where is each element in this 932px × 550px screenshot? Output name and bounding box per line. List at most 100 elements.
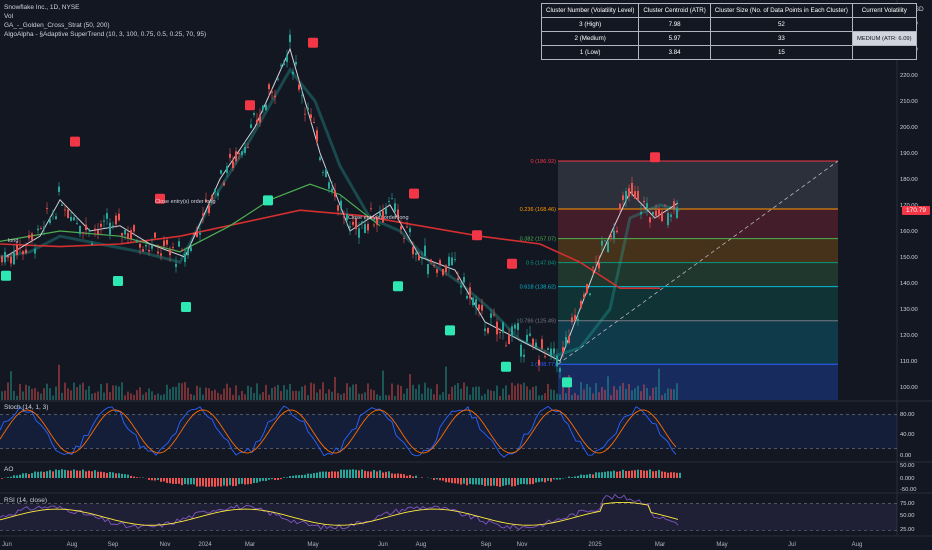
volume-bar	[295, 390, 297, 400]
candle-body	[1, 256, 3, 263]
stoch-axis-tick: 40.00	[900, 432, 915, 438]
ao-bar	[106, 472, 108, 478]
last-price-tag: 170.79	[902, 206, 930, 215]
volume-bar	[178, 382, 180, 400]
ao-bar	[295, 475, 297, 478]
ao-bar	[73, 469, 75, 478]
candle-body	[202, 213, 204, 216]
ao-bar	[64, 469, 66, 478]
ao-bar	[328, 471, 330, 478]
candle-body	[466, 296, 468, 299]
ao-bar	[283, 477, 285, 478]
ao-bar	[343, 469, 345, 478]
ao-bar	[193, 478, 195, 485]
volume-bar	[385, 395, 387, 400]
ao-bar	[415, 475, 417, 478]
volume-bar	[73, 382, 75, 400]
candle-body	[586, 284, 588, 294]
ao-bar	[40, 471, 42, 478]
volume-bar	[283, 385, 285, 400]
stoch-k-line	[0, 405, 677, 458]
volume-bar	[229, 387, 231, 400]
ao-bar	[382, 472, 384, 478]
volume-bar	[505, 385, 507, 400]
candle-body	[646, 203, 648, 209]
strategy-label: GA_-_Golden_Cross_Strat (50, 200)	[4, 22, 110, 29]
ao-bar	[421, 477, 423, 478]
ao-bar	[625, 470, 627, 478]
volume-bar	[223, 388, 225, 400]
volume-bar	[628, 383, 630, 400]
candle-body	[40, 227, 42, 229]
ao-bar	[292, 475, 294, 478]
candle-body	[205, 199, 207, 203]
volume-bar	[190, 393, 192, 400]
volume-bar	[85, 389, 87, 400]
volume-bar	[637, 385, 639, 400]
ao-bar	[349, 469, 351, 478]
candle-body	[601, 240, 603, 246]
candle-body	[139, 243, 141, 248]
volume-bar	[388, 395, 390, 400]
fib-zone	[558, 320, 838, 365]
volume-bar	[487, 389, 489, 400]
volume-bar	[79, 384, 81, 400]
ao-bar	[310, 473, 312, 478]
volume-bar	[619, 385, 621, 400]
candle-body	[373, 224, 375, 226]
volume-bar	[46, 383, 48, 400]
ao-bar	[232, 478, 234, 487]
volume-bar	[511, 382, 513, 400]
buy-signal-marker	[562, 377, 572, 388]
cluster-header-row: Cluster Number (Volatility Level) Cluste…	[540, 3, 917, 18]
candle-body	[301, 95, 303, 97]
ao-bar	[244, 478, 246, 485]
candle-body	[430, 259, 432, 263]
volume-bar	[142, 394, 144, 400]
ao-bar	[436, 478, 438, 480]
ao-bar	[586, 474, 588, 478]
candle-body	[70, 216, 72, 221]
ao-bar	[529, 478, 531, 485]
volume-bar	[574, 392, 576, 400]
ao-bar	[640, 470, 642, 478]
volume-bar	[289, 383, 291, 400]
candle-body	[571, 317, 573, 323]
candle-body	[148, 250, 150, 252]
ao-bar	[241, 478, 243, 484]
ao-bar	[364, 470, 366, 478]
volume-bar	[181, 383, 183, 400]
volume-bar	[70, 390, 72, 400]
time-axis-tick: Nov	[517, 542, 528, 548]
ao-bar	[643, 470, 645, 478]
ao-bar	[622, 469, 624, 478]
candle-body	[244, 146, 246, 153]
volume-bar	[115, 385, 117, 400]
candle-body	[454, 259, 456, 260]
candle-body	[7, 256, 9, 258]
volume-bar	[112, 385, 114, 400]
volume-bar	[202, 394, 204, 400]
volume-bar	[616, 389, 618, 400]
volume-bar	[238, 395, 240, 400]
ao-bar	[199, 478, 201, 487]
ao-bar	[22, 473, 24, 478]
candle-body	[628, 188, 630, 197]
cluster-table: Cluster Number (Volatility Level) Cluste…	[540, 3, 917, 60]
ao-bar	[361, 469, 363, 478]
time-axis-tick: Jul	[788, 542, 796, 548]
volume-bar	[376, 394, 378, 400]
buy-signal-marker	[445, 325, 455, 336]
volume-bar	[19, 383, 21, 400]
ao-bar	[259, 478, 261, 482]
candle-body	[163, 240, 165, 247]
ao-bar	[499, 478, 501, 487]
ao-bar	[679, 472, 681, 478]
ao-bar	[490, 478, 492, 486]
volume-bar	[433, 394, 435, 400]
ao-bar	[433, 478, 435, 480]
time-axis-tick: Aug	[67, 542, 78, 548]
volume-bar	[553, 389, 555, 400]
candle-body	[169, 249, 171, 256]
